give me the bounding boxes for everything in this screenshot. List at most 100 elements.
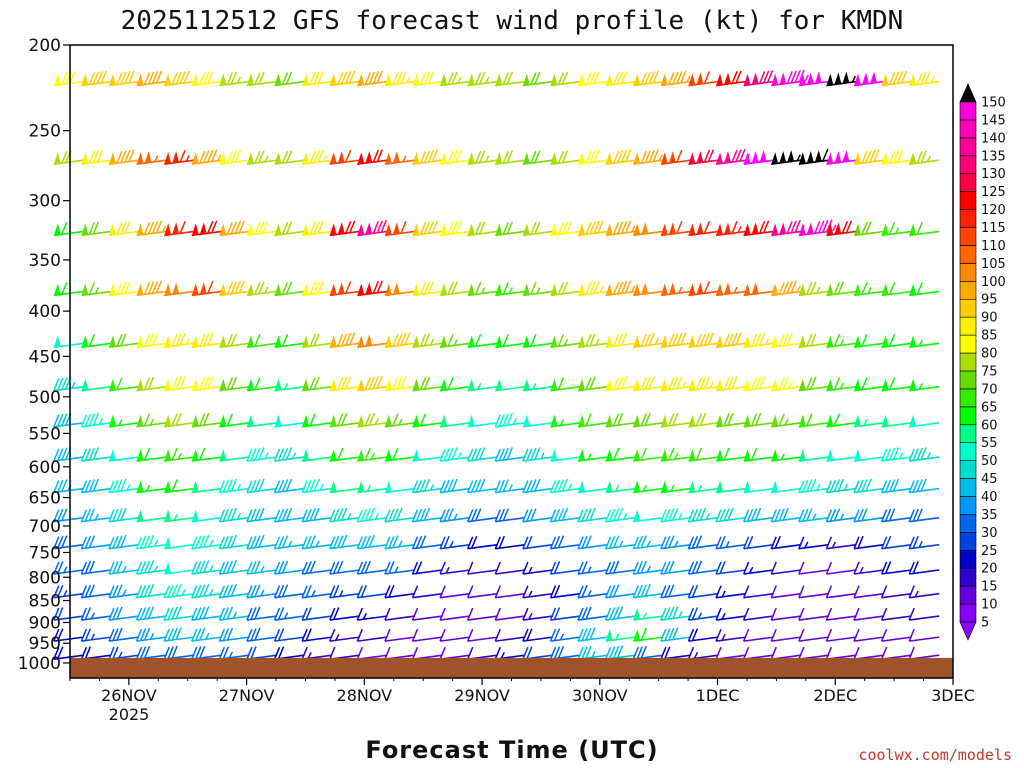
wind-barb [577, 149, 609, 166]
wind-barb [605, 149, 636, 166]
wind-barb [577, 606, 609, 621]
wind-barb [357, 219, 388, 237]
wind-barb [522, 282, 553, 297]
wind-barb [633, 608, 664, 621]
wind-barb [191, 332, 222, 349]
colorbar-label: 35 [981, 508, 998, 523]
wind-barb [439, 628, 471, 642]
wind-barb [164, 509, 195, 523]
wind-barb [798, 449, 829, 462]
colorbar-segment [959, 173, 977, 192]
wind-barb [191, 281, 222, 297]
wind-barb [301, 584, 333, 599]
wind-barb [329, 332, 360, 349]
wind-barb [798, 413, 829, 428]
wind-barb [273, 584, 305, 599]
x-tick-label: 30NOV [572, 686, 628, 705]
wind-barb [356, 507, 388, 523]
wind-barb [826, 281, 857, 297]
wind-barb [467, 221, 498, 237]
wind-barb [191, 220, 222, 237]
wind-barb [439, 508, 471, 523]
wind-barb [633, 222, 664, 237]
wind-barb [688, 480, 719, 494]
wind-barb [136, 220, 167, 237]
wind-barb [495, 282, 526, 297]
wind-barb [495, 378, 526, 392]
wind-barb [577, 413, 609, 428]
wind-barb [880, 585, 912, 599]
wind-barb [218, 583, 250, 599]
wind-barb [853, 478, 885, 494]
wind-barb [632, 560, 664, 575]
colorbar-segment [959, 585, 977, 605]
wind-barb [909, 414, 940, 428]
wind-barb [495, 150, 526, 166]
wind-barb [494, 585, 526, 599]
wind-barb [302, 376, 333, 392]
wind-barb [715, 70, 747, 87]
wind-barb [880, 561, 912, 575]
colorbar-segment [959, 603, 977, 623]
wind-barb [164, 447, 195, 462]
colorbar-label: 115 [981, 221, 1006, 236]
wind-barb [108, 220, 140, 237]
colorbar-label: 135 [981, 149, 1006, 164]
wind-barb [715, 447, 747, 462]
wind-barb [522, 221, 553, 237]
wind-barb [274, 281, 305, 297]
wind-barb [798, 219, 837, 237]
wind-barb [164, 220, 195, 237]
wind-barb [770, 507, 802, 523]
wind-barb [357, 334, 388, 349]
wind-barb [191, 606, 222, 621]
wind-barb [798, 333, 829, 349]
wind-barb [412, 376, 443, 392]
wind-barb [798, 607, 829, 621]
x-tick-label: 28NOV [337, 686, 393, 705]
wind-barb [467, 628, 498, 642]
wind-barb [853, 585, 885, 599]
wind-barb [191, 447, 222, 462]
y-tick-label: 600 [29, 458, 61, 478]
wind-barb [246, 150, 278, 166]
wind-barb [660, 70, 691, 87]
wind-barb [633, 282, 664, 297]
colorbar-segment [959, 298, 977, 318]
wind-barb [605, 280, 636, 297]
wind-barb [219, 376, 250, 392]
wind-barb [384, 628, 416, 642]
wind-barb [605, 220, 636, 237]
wind-barb [881, 377, 912, 392]
wind-barb [329, 376, 360, 392]
wind-barb [246, 414, 278, 428]
wind-barb [743, 480, 774, 494]
terrain-fill [70, 657, 953, 678]
wind-barb [633, 447, 664, 462]
wind-barb [81, 333, 112, 349]
wind-barb [522, 378, 553, 392]
wind-barb [357, 280, 388, 297]
wind-barb [771, 449, 802, 462]
wind-barb [771, 376, 802, 392]
wind-barb [274, 221, 305, 237]
wind-barb [384, 332, 416, 349]
wind-barb [412, 71, 443, 87]
wind-barb [798, 561, 829, 575]
wind-barb [660, 507, 691, 523]
wind-barb [742, 585, 774, 599]
wind-barb [715, 220, 747, 237]
wind-barb [108, 560, 140, 575]
wind-barb [108, 70, 140, 87]
wind-barb [80, 628, 112, 642]
colorbar-segment [959, 245, 977, 264]
wind-barb [825, 585, 857, 599]
wind-barb [826, 220, 857, 237]
wind-barb [604, 606, 636, 621]
colorbar-segment [959, 209, 977, 228]
wind-barb [549, 607, 581, 621]
wind-barb [494, 479, 526, 494]
colorbar-segment [959, 478, 977, 497]
wind-barb [384, 535, 416, 550]
wind-barb [550, 449, 581, 462]
